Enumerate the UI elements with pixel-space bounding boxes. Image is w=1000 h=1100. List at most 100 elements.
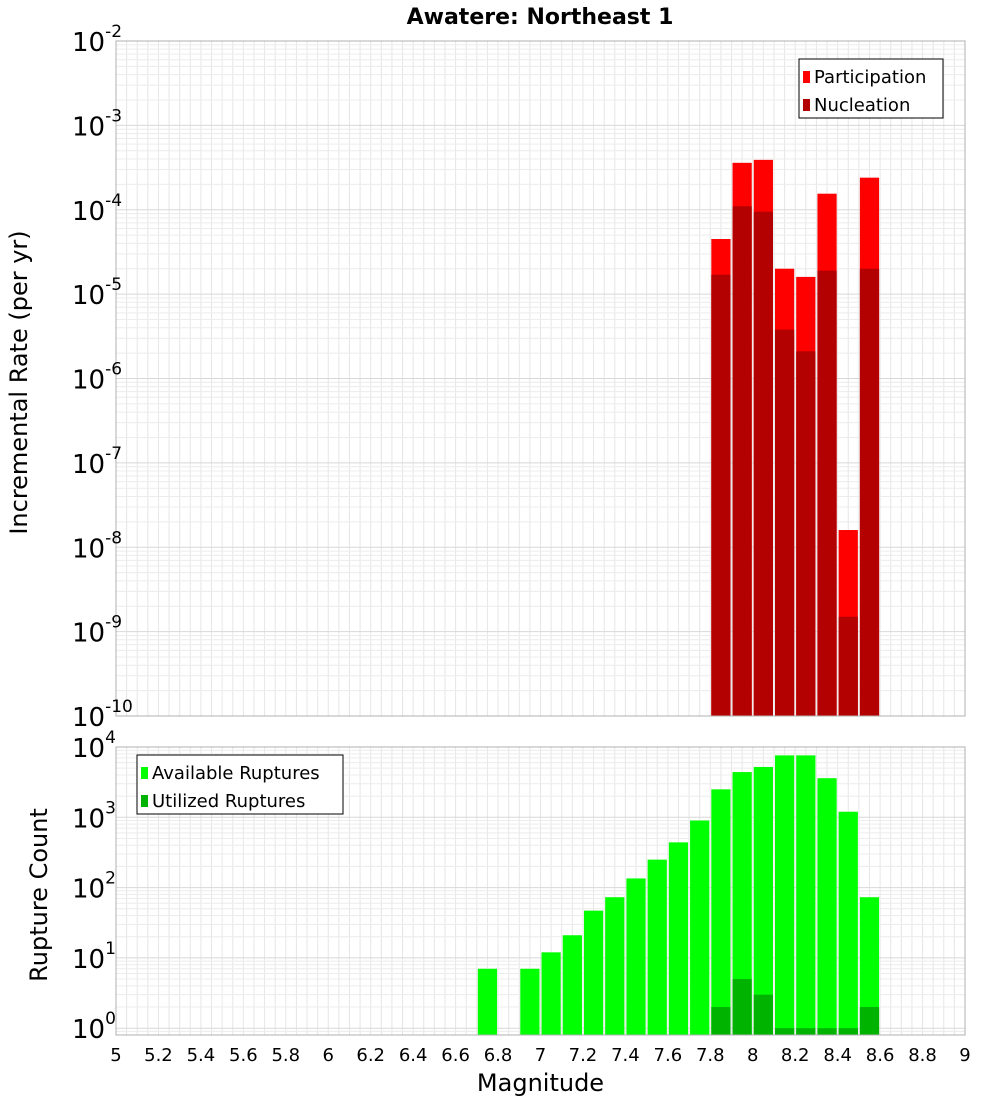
rate-plot-frame [115, 40, 966, 717]
magnitude-x-ticks: 5 5.2 5.4 5.6 5.8 6 6.2 6.4 6.6 6.8 7 7.2 7.4 7.6 7.8 8… [110, 1045, 970, 1066]
y-tick-exponent: -5 [105, 275, 122, 295]
x-tick-label: 6.4 [399, 1045, 428, 1066]
y-tick-exponent: 2 [105, 869, 116, 889]
bar-utilized-ruptures [859, 1007, 880, 1035]
bar-utilized-ruptures [796, 1028, 816, 1035]
count-bars [477, 755, 880, 1035]
y-tick-exponent: -6 [105, 360, 122, 380]
y-tick-base: 10 [72, 28, 105, 58]
bar-available-ruptures [647, 859, 667, 1035]
y-tick-base: 10 [72, 450, 105, 480]
count-plot-frame [115, 746, 966, 1036]
y-tick-label: 101 [72, 939, 116, 975]
legend-swatch [803, 71, 810, 83]
legend-label: Utilized Ruptures [152, 791, 305, 812]
y-tick-exponent: 0 [105, 1009, 116, 1029]
bar-available-ruptures [477, 968, 498, 1035]
y-tick-base: 10 [72, 197, 105, 227]
x-tick-label: 5 [110, 1045, 121, 1066]
x-tick-label: 6.8 [484, 1045, 513, 1066]
bar-nucleation [711, 274, 731, 716]
rate-legend: Participation Nucleation [798, 58, 944, 119]
bar-utilized-ruptures [838, 1028, 858, 1035]
bar-available-ruptures [583, 910, 604, 1035]
magnitude-x-axis-label: Magnitude [477, 1069, 604, 1097]
bar-available-ruptures [668, 842, 689, 1035]
y-tick-base: 10 [72, 534, 105, 564]
y-tick-base: 10 [72, 804, 105, 834]
bar-utilized-ruptures [732, 979, 752, 1035]
y-tick-base: 10 [72, 619, 105, 649]
y-tick-exponent: -7 [105, 444, 122, 464]
legend-box [798, 58, 944, 119]
legend-label: Available Ruptures [152, 763, 320, 784]
bar-available-ruptures [838, 811, 858, 1035]
bar-available-ruptures [520, 968, 540, 1035]
x-tick-label: 5.4 [187, 1045, 216, 1066]
count-y-axis-label: Rupture Count [25, 808, 53, 982]
x-tick-label: 5.8 [271, 1045, 300, 1066]
y-tick-label: 10-8 [72, 528, 122, 564]
legend-label: Participation [814, 67, 926, 88]
x-tick-label: 8.2 [781, 1045, 810, 1066]
bar-utilized-ruptures [817, 1028, 837, 1035]
y-tick-label: 10-3 [72, 106, 122, 142]
x-tick-label: 7.4 [611, 1045, 640, 1066]
y-tick-exponent: 3 [105, 798, 116, 818]
bar-available-ruptures [796, 755, 816, 1035]
bar-available-ruptures [859, 897, 880, 1035]
bar-available-ruptures [774, 755, 795, 1035]
y-tick-label: 10-10 [72, 697, 133, 733]
legend-label: Nucleation [814, 95, 910, 116]
x-tick-label: 9 [959, 1045, 970, 1066]
bar-utilized-ruptures [711, 1007, 731, 1035]
y-tick-exponent: -4 [105, 191, 122, 211]
bar-nucleation [732, 206, 752, 716]
legend-swatch [803, 99, 810, 111]
y-tick-label: 102 [72, 869, 116, 905]
count-legend: Available Ruptures Utilized Ruptures [136, 754, 344, 815]
legend-swatch [141, 795, 148, 807]
y-tick-label: 10-9 [72, 613, 122, 649]
bar-nucleation [859, 268, 880, 716]
bar-nucleation [774, 329, 795, 716]
y-tick-base: 10 [72, 875, 105, 905]
bar-available-ruptures [562, 935, 582, 1035]
x-tick-label: 5.6 [229, 1045, 258, 1066]
bar-nucleation [796, 351, 816, 716]
bar-available-ruptures [605, 897, 625, 1035]
bar-available-ruptures [732, 772, 752, 1035]
y-tick-exponent: -9 [105, 613, 122, 633]
rate-gridlines [115, 40, 966, 717]
y-tick-base: 10 [72, 281, 105, 311]
x-tick-label: 6.6 [441, 1045, 470, 1066]
y-tick-label: 10-7 [72, 444, 122, 480]
y-tick-base: 10 [72, 1015, 105, 1045]
bar-utilized-ruptures [774, 1028, 795, 1035]
x-tick-label: 8.8 [908, 1045, 937, 1066]
y-tick-exponent: 1 [105, 939, 116, 959]
x-tick-label: 7.8 [696, 1045, 725, 1066]
bar-nucleation [838, 616, 858, 716]
x-tick-label: 8 [747, 1045, 758, 1066]
y-tick-label: 103 [72, 798, 116, 834]
y-tick-label: 10-5 [72, 275, 122, 311]
y-tick-exponent: 4 [105, 728, 116, 748]
y-tick-label: 10-2 [72, 22, 122, 58]
bar-available-ruptures [541, 952, 561, 1035]
bar-nucleation [753, 211, 773, 716]
y-tick-base: 10 [72, 734, 105, 764]
y-tick-base: 10 [72, 112, 105, 142]
legend-box [136, 754, 344, 815]
x-tick-label: 6 [323, 1045, 334, 1066]
y-tick-label: 10-6 [72, 360, 122, 396]
bar-available-ruptures [753, 766, 773, 1035]
x-tick-label: 6.2 [356, 1045, 385, 1066]
chart-title: Awatere: Northeast 1 [407, 5, 674, 30]
y-tick-base: 10 [72, 703, 105, 733]
